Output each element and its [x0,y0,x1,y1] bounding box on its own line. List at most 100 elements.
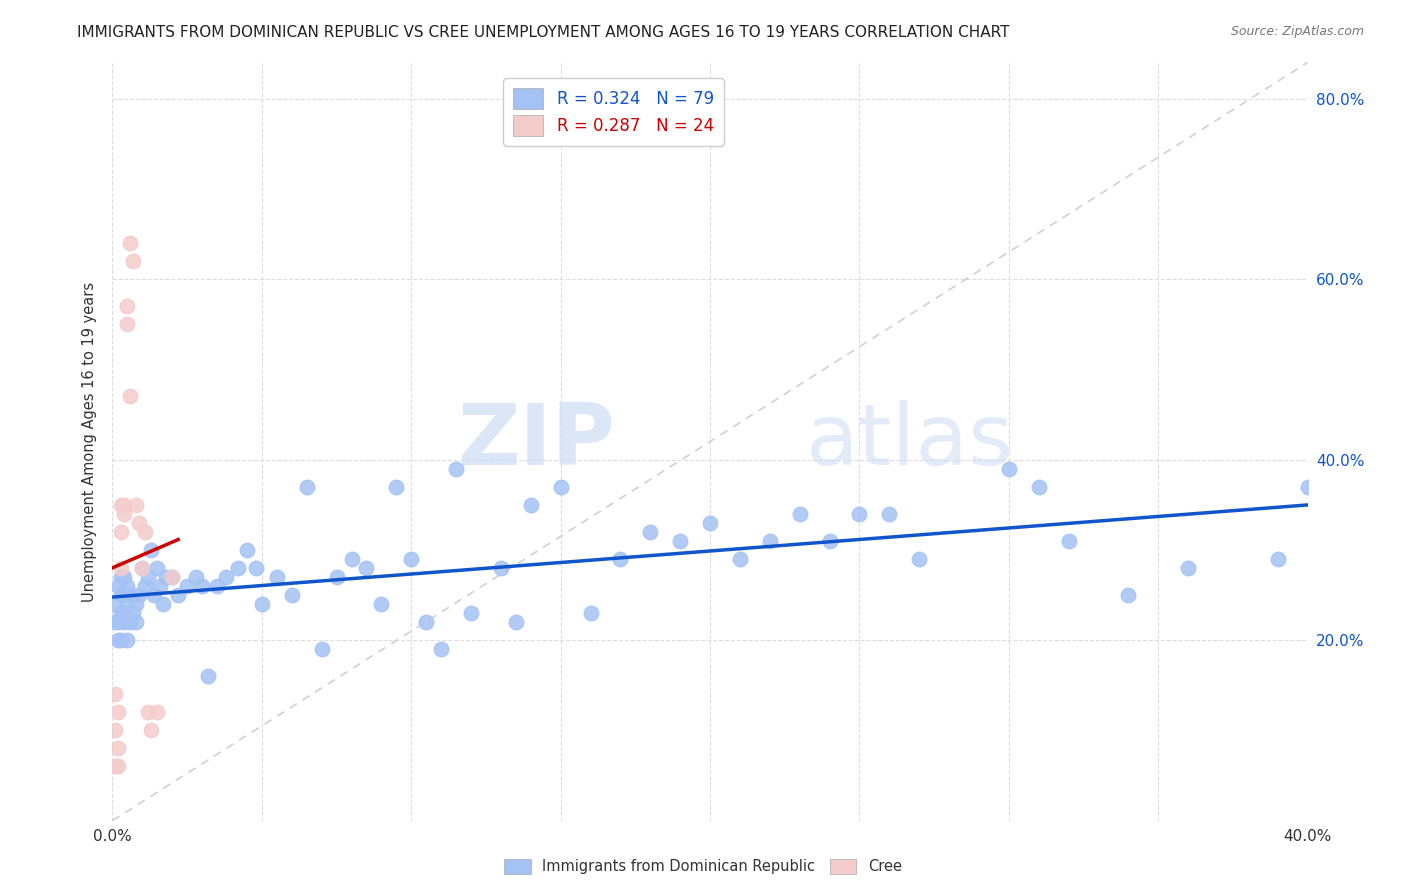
Point [149,579,172,593]
Point [205,579,228,593]
Point [489,561,512,575]
Point [325,570,347,584]
Point [191,579,214,593]
Point [120,588,142,602]
Point [110,588,132,602]
Point [114,606,135,620]
Legend: R = 0.324   N = 79, R = 0.287   N = 24: R = 0.324 N = 79, R = 0.287 N = 24 [503,78,724,145]
Point [120,389,142,403]
Point [131,561,153,575]
Text: Source: ZipAtlas.com: Source: ZipAtlas.com [1230,25,1364,38]
Point [155,570,177,584]
Point [550,480,572,494]
Point [505,615,527,629]
Point [789,507,811,521]
Point [128,516,150,530]
Point [370,597,392,611]
Point [110,561,132,575]
Point [1057,533,1080,548]
Point [167,588,190,602]
Point [141,723,163,738]
Point [385,480,408,494]
Point [138,570,160,584]
Point [107,706,129,720]
Point [114,498,135,512]
Point [226,561,249,575]
Point [520,498,543,512]
Point [152,597,174,611]
Point [107,615,129,629]
Point [120,615,142,629]
Point [110,498,132,512]
Point [114,615,135,629]
Point [107,579,129,593]
Point [122,606,145,620]
Point [295,480,318,494]
Point [250,597,273,611]
Point [110,633,132,648]
Point [131,561,153,575]
Point [266,570,288,584]
Point [245,561,267,575]
Text: atlas: atlas [806,400,1014,483]
Point [1118,588,1140,602]
Point [107,759,129,773]
Point [186,570,208,584]
Point [110,570,132,584]
Point [579,606,602,620]
Point [117,633,139,648]
Point [176,579,198,593]
Point [609,552,631,566]
Point [759,533,782,548]
Point [908,552,931,566]
Point [134,524,156,539]
Point [401,552,423,566]
Point [998,461,1021,475]
Point [460,606,482,620]
Point [122,254,145,268]
Point [120,235,142,250]
Point [1296,480,1319,494]
Point [117,299,139,313]
Text: IMMIGRANTS FROM DOMINICAN REPUBLIC VS CREE UNEMPLOYMENT AMONG AGES 16 TO 19 YEAR: IMMIGRANTS FROM DOMINICAN REPUBLIC VS CR… [77,25,1010,40]
Point [430,642,453,657]
Point [1267,552,1289,566]
Point [117,579,139,593]
Point [640,524,662,539]
Point [104,723,127,738]
Point [104,597,127,611]
Point [669,533,692,548]
Point [104,759,127,773]
Point [699,516,721,530]
Point [138,706,160,720]
Point [110,606,132,620]
Point [340,552,363,566]
Point [104,687,127,701]
Point [1177,561,1199,575]
Point [114,570,135,584]
Point [107,633,129,648]
Point [281,588,304,602]
Point [110,524,132,539]
Legend: Immigrants from Dominican Republic, Cree: Immigrants from Dominican Republic, Cree [499,853,907,880]
Point [879,507,901,521]
Point [125,597,148,611]
Y-axis label: Unemployment Among Ages 16 to 19 years: Unemployment Among Ages 16 to 19 years [82,282,97,601]
Point [1028,480,1050,494]
Point [146,706,169,720]
Point [415,615,437,629]
Point [143,588,166,602]
Point [215,570,238,584]
Point [104,615,127,629]
Point [162,570,183,584]
Point [162,570,183,584]
Point [117,317,139,331]
Point [728,552,751,566]
Point [114,507,135,521]
Point [128,588,150,602]
Point [236,542,259,557]
Point [125,498,148,512]
Point [848,507,870,521]
Point [197,669,219,683]
Point [311,642,333,657]
